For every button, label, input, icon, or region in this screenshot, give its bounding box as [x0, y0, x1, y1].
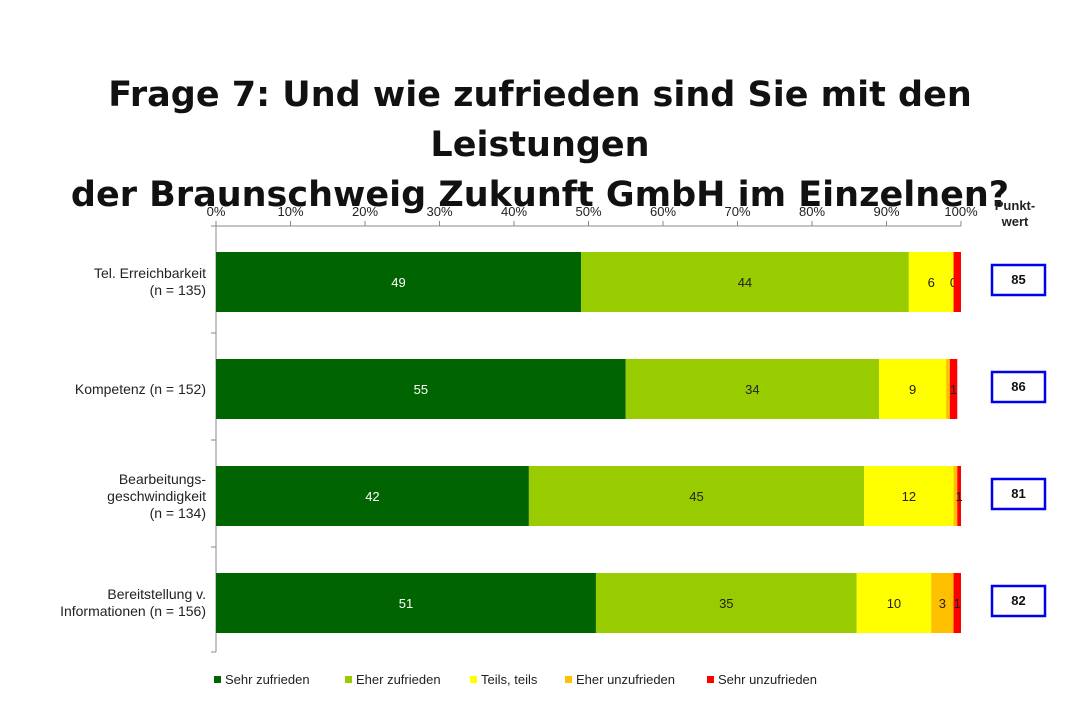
category-label-line: Bereitstellung v.	[107, 586, 206, 602]
bar-data-label: 10	[887, 596, 901, 611]
punktwert-box	[990, 584, 1047, 618]
x-tick-label: 70%	[724, 204, 750, 219]
category-label-line: (n = 134)	[149, 504, 206, 521]
category-label: Bereitstellung v. Informationen (n = 156)	[60, 586, 206, 620]
bar-segment	[216, 252, 582, 312]
legend-swatch	[214, 676, 221, 683]
bar-data-label: 42	[365, 489, 379, 504]
title-line-1: Frage 7: Und wie zufrieden sind Sie mit …	[108, 75, 972, 165]
x-tick-label: 50%	[575, 204, 601, 219]
punktwert-header-line-2: wert	[1001, 214, 1029, 229]
bar-segment	[879, 359, 947, 419]
category-label-line: geschwindigkeit	[107, 487, 206, 504]
category-label: Tel. Erreichbarkeit (n = 135)	[94, 265, 206, 299]
category-label-line: Informationen (n = 156)	[60, 603, 206, 619]
bars: 494460553491424512151351031	[216, 252, 963, 633]
bar-data-label: 49	[391, 275, 405, 290]
punktwert-value: 81	[1011, 486, 1025, 501]
category-label: Kompetenz (n = 152)	[75, 381, 206, 398]
punktwert-box	[990, 263, 1047, 297]
x-tick-label: 100%	[944, 204, 978, 219]
bar-segment	[953, 573, 961, 633]
category-label-line: (n = 135)	[149, 282, 206, 298]
x-tick-label: 30%	[426, 204, 452, 219]
bar-data-label: 1	[950, 382, 957, 397]
category-label: Bearbeitungs-geschwindigkeit (n = 134)	[107, 471, 206, 522]
bar-segment	[216, 359, 626, 419]
bar-data-label: 1	[956, 489, 963, 504]
punktwert-header-line-1: Punkt-	[995, 198, 1035, 213]
punktwert-value: 82	[1011, 593, 1025, 608]
bar-segment	[949, 359, 958, 419]
punktwert-box	[990, 370, 1047, 404]
legend-swatch	[565, 676, 572, 683]
bar-segment	[216, 573, 596, 633]
x-tick-label: 60%	[650, 204, 676, 219]
bar-segment	[625, 359, 880, 419]
x-tick-label: 80%	[799, 204, 825, 219]
category-label-line: Tel. Erreichbarkeit	[93, 265, 206, 281]
bar-segment	[856, 573, 932, 633]
bar-data-label: 6	[928, 275, 935, 290]
title-line-2: der Braunschweig Zukunft GmbH im Einzeln…	[70, 175, 1010, 215]
legend-label: Eher unzufrieden	[576, 672, 675, 687]
bar-segment	[216, 466, 529, 526]
legend-swatch	[345, 676, 352, 683]
bar-segment	[931, 573, 954, 633]
bar-data-label: 35	[719, 596, 733, 611]
bar-segment	[864, 466, 954, 526]
bar-data-label: 34	[745, 382, 759, 397]
legend-swatch	[470, 676, 477, 683]
bar-segment	[528, 466, 865, 526]
bar-data-label: 9	[909, 382, 916, 397]
x-tick-label: 10%	[277, 204, 303, 219]
x-tick-label: 90%	[873, 204, 899, 219]
bar-data-label: 51	[399, 596, 413, 611]
legend: Sehr zufrieden Eher zufrieden Teils, teils…	[214, 672, 817, 687]
bar-segment	[908, 252, 954, 312]
bar-data-label: 12	[902, 489, 916, 504]
x-tick-label: 20%	[352, 204, 378, 219]
legend-label: Eher zufrieden	[356, 672, 441, 687]
punktwert-value: 86	[1011, 379, 1025, 394]
bar-segment	[595, 573, 857, 633]
legend-label: Sehr unzufrieden	[718, 672, 817, 687]
bar-data-label: 44	[738, 275, 752, 290]
bar-data-label: 1	[954, 596, 961, 611]
bar-data-label: 45	[689, 489, 703, 504]
legend-label: Sehr zufrieden	[225, 672, 310, 687]
punktwert-value: 85	[1011, 272, 1025, 287]
category-label-line: Bearbeitungs-	[118, 470, 206, 487]
bar-segment	[581, 252, 909, 312]
bar-segment	[953, 466, 958, 526]
bar-data-label: 3	[939, 596, 946, 611]
punktwert-column: Punkt- wert 85 86 81 82	[990, 198, 1047, 618]
category-label-line: Kompetenz (n = 152)	[74, 380, 206, 397]
bar-data-label: 55	[414, 382, 428, 397]
legend-label: Teils, teils	[481, 672, 538, 687]
bar-segment	[953, 252, 961, 312]
bar-segment	[957, 466, 961, 526]
legend-swatch	[707, 676, 714, 683]
punktwert-box	[990, 477, 1047, 511]
x-tick-label: 40%	[501, 204, 527, 219]
x-tick-label: 0%	[207, 204, 226, 219]
bar-segment	[946, 359, 950, 419]
chart-title: Frage 7: Und wie zufrieden sind Sie mit …	[0, 70, 1080, 220]
